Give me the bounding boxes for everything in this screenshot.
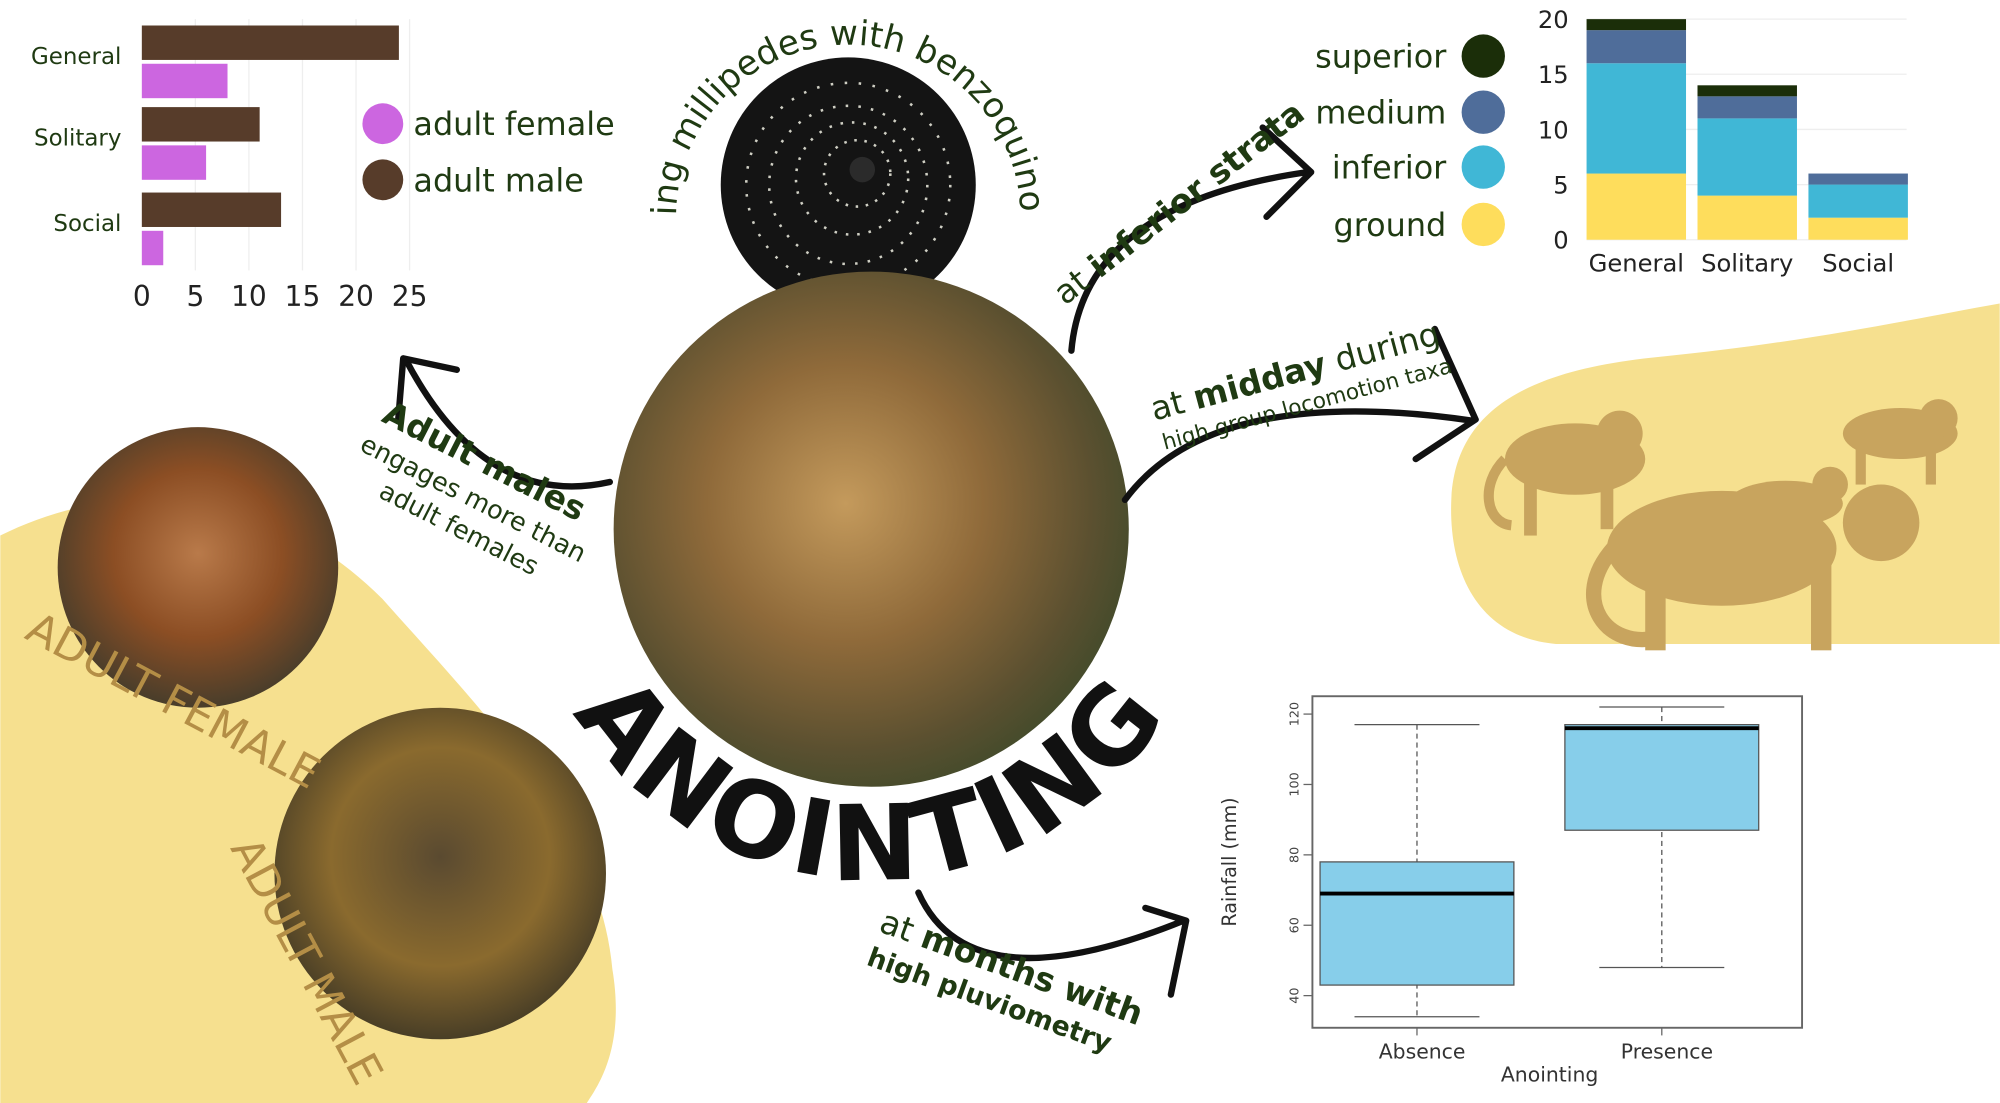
- legend-swatch: [362, 103, 404, 145]
- bar-adult-male: [141, 107, 260, 142]
- bar-segment-inferior: [1697, 118, 1797, 196]
- legend-swatch: [1461, 90, 1505, 134]
- x-tick-label: 15: [285, 280, 321, 313]
- category-label: Social: [1822, 250, 1894, 278]
- legend-swatch: [1461, 34, 1505, 78]
- x-tick-label: 0: [133, 280, 151, 313]
- bar-segment-superior: [1586, 19, 1687, 31]
- monkey-silhouettes: [1483, 399, 1958, 651]
- bar-segment-medium: [1586, 30, 1687, 64]
- y-tick-label: 40: [1287, 988, 1302, 1004]
- legend-label: medium: [1315, 94, 1446, 132]
- x-tick-label: 5: [186, 280, 204, 313]
- y-tick-label: 20: [1538, 6, 1569, 34]
- x-tick-label: 10: [231, 280, 267, 313]
- strata-stacked-chart: 0 5 10 15 20 General Solitary Social superior med…: [1315, 6, 1908, 278]
- x-tick-label: Presence: [1621, 1039, 1713, 1063]
- y-tick-label: 100: [1287, 772, 1302, 796]
- box: [1564, 724, 1760, 831]
- legend-label: superior: [1315, 38, 1447, 76]
- legend-swatch: [1461, 145, 1505, 189]
- y-tick-label: 80: [1287, 847, 1302, 863]
- bar-segment-medium: [1808, 173, 1908, 185]
- bar-adult-male: [141, 192, 282, 227]
- y-tick-label: 60: [1287, 917, 1302, 933]
- rainfall-boxplot: 40 60 80 100 120 Absence Presence Anointing Rain…: [1218, 695, 1804, 1086]
- x-tick-label: 25: [392, 280, 428, 313]
- bar-adult-female: [141, 230, 164, 266]
- bar-adult-male: [141, 25, 399, 60]
- bar-segment-ground: [1586, 173, 1687, 240]
- category-label: Solitary: [34, 125, 121, 151]
- x-tick-label: 20: [338, 280, 374, 313]
- sex-bar-chart: 0 5 10 15 20 25 General Solitary Social adult fem…: [31, 19, 615, 313]
- adult-male-photo: [274, 707, 606, 1040]
- legend-label: adult male: [413, 161, 583, 199]
- box: [1319, 861, 1515, 986]
- bar-segment-inferior: [1808, 184, 1908, 218]
- bar-adult-female: [141, 63, 228, 99]
- y-tick-label: 15: [1538, 61, 1569, 89]
- category-label: Social: [53, 211, 121, 237]
- strata-annotation: at inferior strata: [1046, 93, 1312, 312]
- bar-segment-ground: [1697, 195, 1797, 240]
- legend-label: ground: [1334, 206, 1447, 244]
- bar-adult-female: [141, 145, 207, 180]
- bar-segment-medium: [1697, 96, 1797, 119]
- legend-swatch: [1461, 202, 1505, 247]
- y-tick-label: 5: [1553, 172, 1568, 200]
- arrow-icon: [394, 124, 1479, 998]
- adult-female-photo: [57, 427, 339, 708]
- bar-segment-superior: [1697, 85, 1797, 97]
- x-tick-label: Absence: [1379, 1039, 1466, 1063]
- legend-label: inferior: [1332, 149, 1447, 187]
- category-label: General: [31, 44, 121, 70]
- category-label: General: [1589, 250, 1684, 278]
- x-axis-label: Anointing: [1501, 1062, 1598, 1086]
- legend-label: adult female: [413, 105, 614, 143]
- millipede-image: [720, 57, 976, 313]
- y-axis-label: Rainfall (mm): [1218, 797, 1241, 926]
- y-tick-label: 10: [1538, 116, 1569, 144]
- y-tick-label: 0: [1553, 227, 1568, 255]
- bar-segment-inferior: [1586, 63, 1687, 174]
- legend-swatch: [362, 159, 404, 201]
- yellow-blob-right: [1451, 303, 2000, 644]
- category-label: Solitary: [1701, 250, 1793, 278]
- bar-segment-ground: [1808, 217, 1908, 240]
- capuchin-photo-center: [613, 271, 1129, 787]
- y-tick-label: 120: [1287, 702, 1302, 726]
